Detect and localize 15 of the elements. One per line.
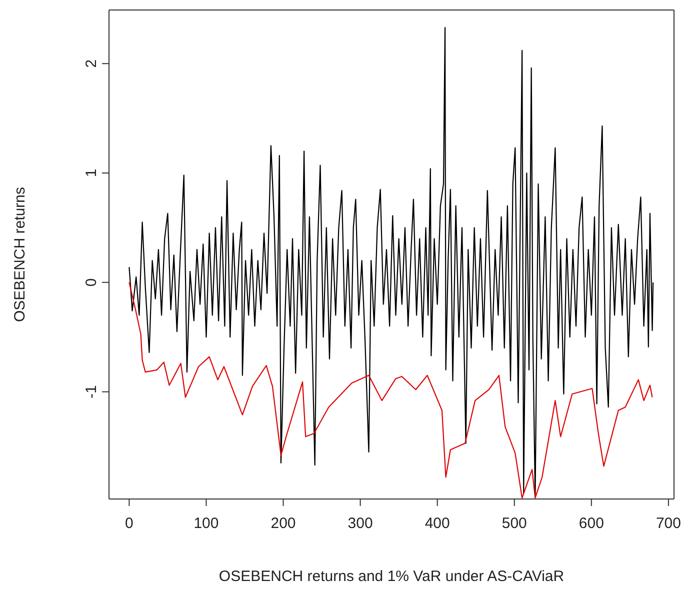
x-tick-label: 600	[578, 515, 604, 532]
x-tick-label: 700	[656, 515, 681, 532]
x-tick-label: 200	[270, 515, 296, 532]
y-tick-label: -1	[83, 385, 100, 398]
x-tick-label: 500	[502, 515, 527, 532]
line-series	[128, 282, 653, 498]
x-tick-label: 300	[348, 515, 373, 532]
y-tick-label: 2	[83, 59, 100, 68]
x-axis-title: OSEBENCH returns and 1% VaR under AS-CAViaR	[218, 568, 564, 585]
x-tick-label: 0	[125, 515, 134, 532]
x-tick-label: 100	[194, 515, 219, 532]
x-tick-label: 400	[424, 515, 450, 532]
y-tick-label: 1	[83, 168, 100, 178]
y-tick-label: 0	[83, 278, 100, 287]
y-axis-title: OSEBENCH returns	[11, 186, 28, 322]
